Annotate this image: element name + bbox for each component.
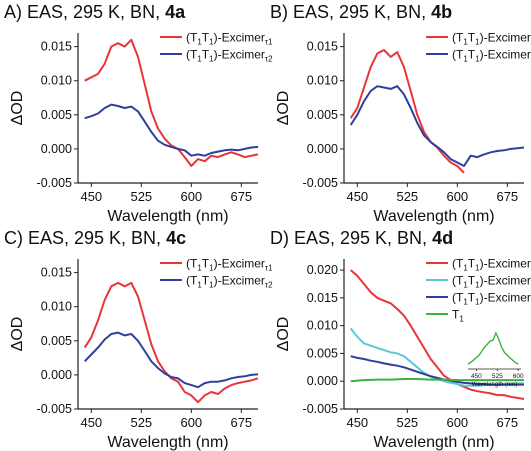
x-tick-label: 675 bbox=[230, 189, 252, 204]
x-axis-label: Wavelength (nm) bbox=[373, 208, 494, 225]
y-tick-label: 0.000 bbox=[41, 368, 72, 382]
y-tick-label: 0.000 bbox=[307, 142, 338, 156]
x-tick-label: 600 bbox=[446, 415, 468, 430]
y-tick-label: 0.015 bbox=[307, 291, 338, 305]
x-tick-label: 675 bbox=[230, 415, 252, 430]
y-tick-label: 0.010 bbox=[307, 74, 338, 88]
y-tick-label: 0.000 bbox=[307, 374, 338, 388]
chart-a: -0.005 0.000 0.005 0.010 0.015 450 525 600 675Wa… bbox=[9, 31, 273, 226]
series-line-1 bbox=[84, 38, 259, 167]
series-line-1 bbox=[349, 49, 465, 174]
series-line-2 bbox=[83, 331, 259, 389]
panel-a: A) EAS, 295 K, BN, 4a -0.005 0.000 0.005 0.… bbox=[0, 0, 273, 226]
legend-label: (T1T1)-Excimerτ1 bbox=[452, 257, 531, 273]
y-tick-label: -0.005 bbox=[37, 176, 72, 190]
inset-x-tick-label: 525 bbox=[492, 373, 503, 380]
series-line-1 bbox=[83, 281, 259, 404]
x-tick-label: 600 bbox=[180, 415, 202, 430]
legend-label: (T1T1)-Excimerτ2 bbox=[186, 274, 273, 290]
legend-label: (T1T1)-Excimerτ2 bbox=[452, 274, 531, 290]
y-tick-label: 0.005 bbox=[307, 346, 338, 360]
chart-c: -0.005 0.000 0.005 0.010 0.015 450 525 600 675Wa… bbox=[9, 257, 273, 451]
x-tick-label: 675 bbox=[496, 415, 518, 430]
panel-b: B) EAS, 295 K, BN, 4b -0.005 0.000 0.005 0.… bbox=[266, 0, 531, 225]
x-tick-label: 600 bbox=[180, 189, 202, 204]
y-axis-label: ΔOD bbox=[275, 317, 292, 352]
legend-label: T1 bbox=[452, 308, 464, 324]
inset-x-tick-label: 450 bbox=[471, 373, 482, 380]
panel-title: D) EAS, 295 K, BN, 4d bbox=[270, 228, 454, 248]
legend-label: (T1T1)-Excimerτ2 bbox=[186, 48, 273, 64]
x-axis-label: Wavelength (nm) bbox=[107, 208, 228, 225]
x-axis-label: Wavelength (nm) bbox=[373, 434, 494, 451]
y-tick-label: 0.010 bbox=[41, 300, 72, 314]
panel-c: C) EAS, 295 K, BN, 4c -0.005 0.000 0.005 0.… bbox=[0, 226, 273, 451]
y-tick-label: 0.015 bbox=[41, 40, 72, 54]
x-tick-label: 450 bbox=[346, 415, 368, 430]
y-tick-label: 0.010 bbox=[41, 74, 72, 88]
legend-label: (T1T1)-Excimerτ1 bbox=[452, 31, 531, 47]
y-tick-label: 0.010 bbox=[307, 319, 338, 333]
y-tick-label: 0.015 bbox=[41, 266, 72, 280]
y-axis-label: ΔOD bbox=[9, 91, 26, 126]
x-tick-label: 450 bbox=[80, 415, 102, 430]
legend-label: (T1T1)-Excimerτ2 bbox=[452, 48, 531, 64]
y-tick-label: 0.000 bbox=[41, 142, 72, 156]
series-line-4 bbox=[350, 378, 524, 383]
x-tick-label: 600 bbox=[446, 189, 468, 204]
x-tick-label: 525 bbox=[130, 189, 152, 204]
series-line-2 bbox=[349, 85, 525, 167]
y-tick-label: 0.005 bbox=[41, 334, 72, 348]
panel-title: A) EAS, 295 K, BN, 4a bbox=[4, 2, 186, 22]
y-tick-label: -0.005 bbox=[303, 176, 338, 190]
x-tick-label: 450 bbox=[346, 189, 368, 204]
y-tick-label: 0.015 bbox=[307, 40, 338, 54]
panel-title: C) EAS, 295 K, BN, 4c bbox=[4, 228, 187, 248]
series-line-1 bbox=[350, 269, 525, 400]
y-tick-label: -0.005 bbox=[37, 402, 72, 416]
inset-x-axis-label: Wavelength (nm) bbox=[472, 382, 517, 388]
x-tick-label: 525 bbox=[130, 415, 152, 430]
y-tick-label: -0.005 bbox=[303, 402, 338, 416]
series-line-2 bbox=[84, 103, 259, 157]
legend-label: (T1T1)-Excimerτ1 bbox=[186, 257, 273, 273]
panel-d: D) EAS, 295 K, BN, 4d -0.005 0.000 0.005 0.… bbox=[266, 226, 531, 451]
y-tick-label: 0.020 bbox=[307, 263, 338, 277]
x-tick-label: 450 bbox=[80, 189, 102, 204]
legend-label: (T1T1)-Excimerτ1 bbox=[186, 31, 273, 47]
chart-d: -0.005 0.000 0.005 0.010 0.015 0.020 450 525 600… bbox=[275, 257, 531, 451]
y-axis-label: ΔOD bbox=[275, 91, 292, 126]
y-tick-label: 0.005 bbox=[41, 108, 72, 122]
inset-series-line bbox=[467, 331, 519, 365]
panel-title: B) EAS, 295 K, BN, 4b bbox=[270, 2, 453, 22]
x-tick-label: 525 bbox=[396, 189, 418, 204]
y-tick-label: 0.005 bbox=[307, 108, 338, 122]
inset-x-tick-label: 600 bbox=[513, 373, 524, 380]
x-tick-label: 525 bbox=[396, 415, 418, 430]
chart-b: -0.005 0.000 0.005 0.010 0.015 450 525 600 675Wa… bbox=[275, 31, 531, 226]
x-tick-label: 675 bbox=[496, 189, 518, 204]
series-line-3 bbox=[350, 355, 524, 386]
x-axis-label: Wavelength (nm) bbox=[107, 434, 228, 451]
y-axis-label: ΔOD bbox=[9, 317, 26, 352]
legend-label: (T1T1)-Excimerτ3 bbox=[452, 291, 531, 307]
